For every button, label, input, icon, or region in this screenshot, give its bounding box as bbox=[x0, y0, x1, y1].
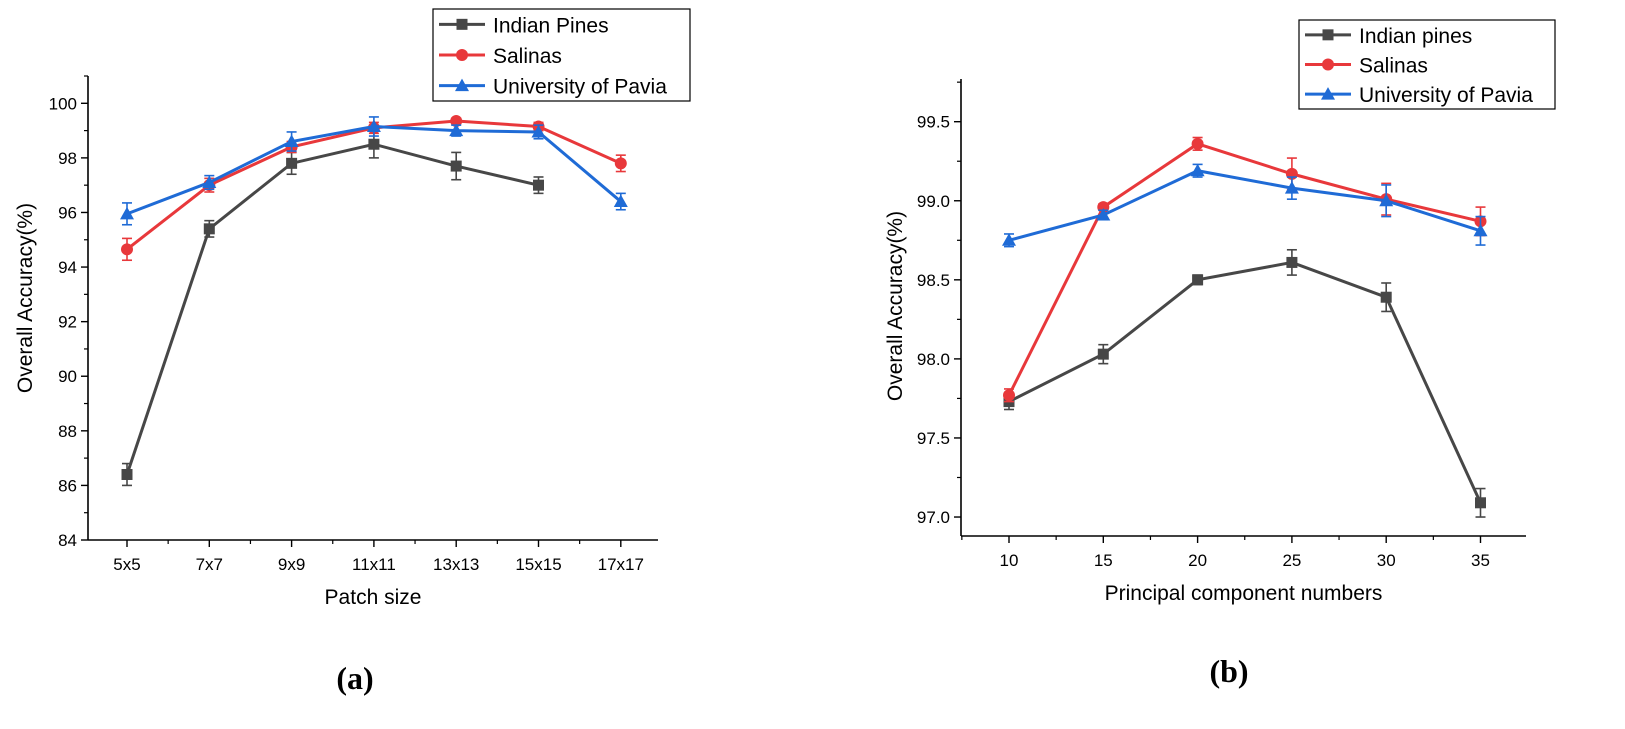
y-tick-label: 98 bbox=[58, 149, 77, 168]
x-tick-label: 15x15 bbox=[515, 555, 561, 574]
legend-label: Indian Pines bbox=[493, 14, 609, 37]
y-tick-label: 90 bbox=[58, 367, 77, 386]
chart-panel-a: 84 86 88 90 92 94 96 98 100 5x5 7x7 9x9 11x11 13x13 15… bbox=[14, 8, 691, 696]
legend-marker bbox=[1322, 58, 1334, 71]
data-point bbox=[533, 179, 544, 191]
data-point bbox=[449, 123, 464, 137]
series-university-of-pavia bbox=[120, 116, 628, 226]
x-tick-label: 30 bbox=[1377, 551, 1396, 570]
x-tick-label: 5x5 bbox=[113, 555, 140, 574]
data-point bbox=[1284, 181, 1299, 194]
data-point bbox=[1097, 348, 1109, 360]
series-line bbox=[1008, 169, 1481, 242]
data-point bbox=[1003, 389, 1015, 402]
x-tick-label: 9x9 bbox=[278, 555, 305, 574]
x-tick-label: 15 bbox=[1094, 551, 1113, 570]
data-point bbox=[121, 468, 133, 480]
data-point bbox=[613, 194, 628, 208]
data-point bbox=[284, 134, 299, 148]
data-point bbox=[366, 119, 381, 132]
data-point bbox=[1190, 163, 1205, 177]
x-tick-label: 11x11 bbox=[352, 555, 396, 574]
x-tick-label: 25 bbox=[1282, 551, 1301, 570]
x-tick-label: 17x17 bbox=[598, 555, 644, 574]
legend-label: Indian pines bbox=[1359, 25, 1472, 48]
legend-label: Salinas bbox=[1359, 55, 1428, 78]
chart-panel-b: 97.0 97.5 98.0 98.5 99.0 99.5 10 15 20 25 30 35 Prin… bbox=[884, 19, 1556, 689]
series-line bbox=[1008, 260, 1482, 504]
data-point bbox=[1096, 207, 1111, 221]
x-axis-title: Patch size bbox=[325, 586, 422, 609]
legend: Indian Pines Salinas University of Pavia bbox=[432, 8, 691, 102]
x-axis-title: Principal component numbers bbox=[1105, 582, 1383, 605]
y-tick-label: 100 bbox=[49, 94, 77, 113]
legend-label: University of Pavia bbox=[493, 76, 667, 99]
data-point bbox=[121, 243, 133, 256]
legend-marker bbox=[455, 78, 469, 92]
series-line bbox=[1007, 142, 1481, 396]
data-point bbox=[1002, 233, 1016, 246]
y-tick-label: 98.0 bbox=[917, 350, 950, 369]
y-tick-label: 96 bbox=[58, 203, 77, 222]
y-tick-label: 94 bbox=[58, 258, 77, 277]
data-point bbox=[450, 160, 462, 172]
legend-marker bbox=[1322, 29, 1334, 41]
x-tick-label: 13x13 bbox=[433, 555, 479, 574]
data-point bbox=[203, 223, 215, 235]
y-tick-label: 97.0 bbox=[917, 508, 950, 527]
y-tick-label: 97.5 bbox=[917, 429, 950, 448]
y-axis-title: Overall Accuracy(%) bbox=[14, 203, 37, 393]
data-point bbox=[1286, 256, 1298, 268]
legend-marker bbox=[1321, 87, 1335, 100]
x-tick-label: 10 bbox=[1000, 551, 1019, 570]
data-point bbox=[368, 138, 380, 150]
x-tick-label: 35 bbox=[1471, 551, 1490, 570]
y-tick-label: 84 bbox=[58, 531, 77, 550]
data-point bbox=[1192, 274, 1204, 286]
panel-label: (b) bbox=[1209, 653, 1248, 689]
x-tick-label: 7x7 bbox=[196, 555, 223, 574]
data-point bbox=[1191, 137, 1204, 150]
legend-marker bbox=[456, 18, 468, 30]
y-tick-label: 98.5 bbox=[917, 271, 950, 290]
data-point bbox=[450, 115, 463, 128]
panel-label: (a) bbox=[336, 660, 373, 696]
data-point bbox=[1473, 223, 1488, 237]
y-tick-label: 92 bbox=[58, 313, 77, 332]
series-line bbox=[125, 142, 539, 475]
y-tick-label: 99.5 bbox=[917, 113, 950, 132]
series-university-of-pavia bbox=[1002, 163, 1488, 248]
y-tick-label: 88 bbox=[58, 422, 77, 441]
y-tick-label: 86 bbox=[58, 476, 77, 495]
data-point bbox=[202, 175, 217, 188]
legend-marker bbox=[456, 49, 468, 61]
legend-label: University of Pavia bbox=[1359, 84, 1533, 107]
data-point bbox=[1475, 497, 1486, 509]
data-point bbox=[531, 124, 546, 138]
data-point bbox=[614, 157, 627, 170]
series-indian-pines bbox=[1003, 248, 1486, 518]
y-axis-title: Overall Accuracy(%) bbox=[884, 211, 907, 401]
data-point bbox=[1379, 193, 1394, 207]
data-point bbox=[1380, 291, 1392, 303]
data-point bbox=[286, 157, 298, 169]
y-tick-label: 99.0 bbox=[917, 192, 950, 211]
data-point bbox=[120, 206, 134, 220]
legend: Indian pines Salinas University of Pavia bbox=[1298, 19, 1556, 110]
legend-label: Salinas bbox=[493, 45, 562, 68]
series-salinas bbox=[1003, 136, 1487, 403]
x-tick-label: 20 bbox=[1188, 551, 1207, 570]
series-indian-pines bbox=[121, 129, 544, 487]
